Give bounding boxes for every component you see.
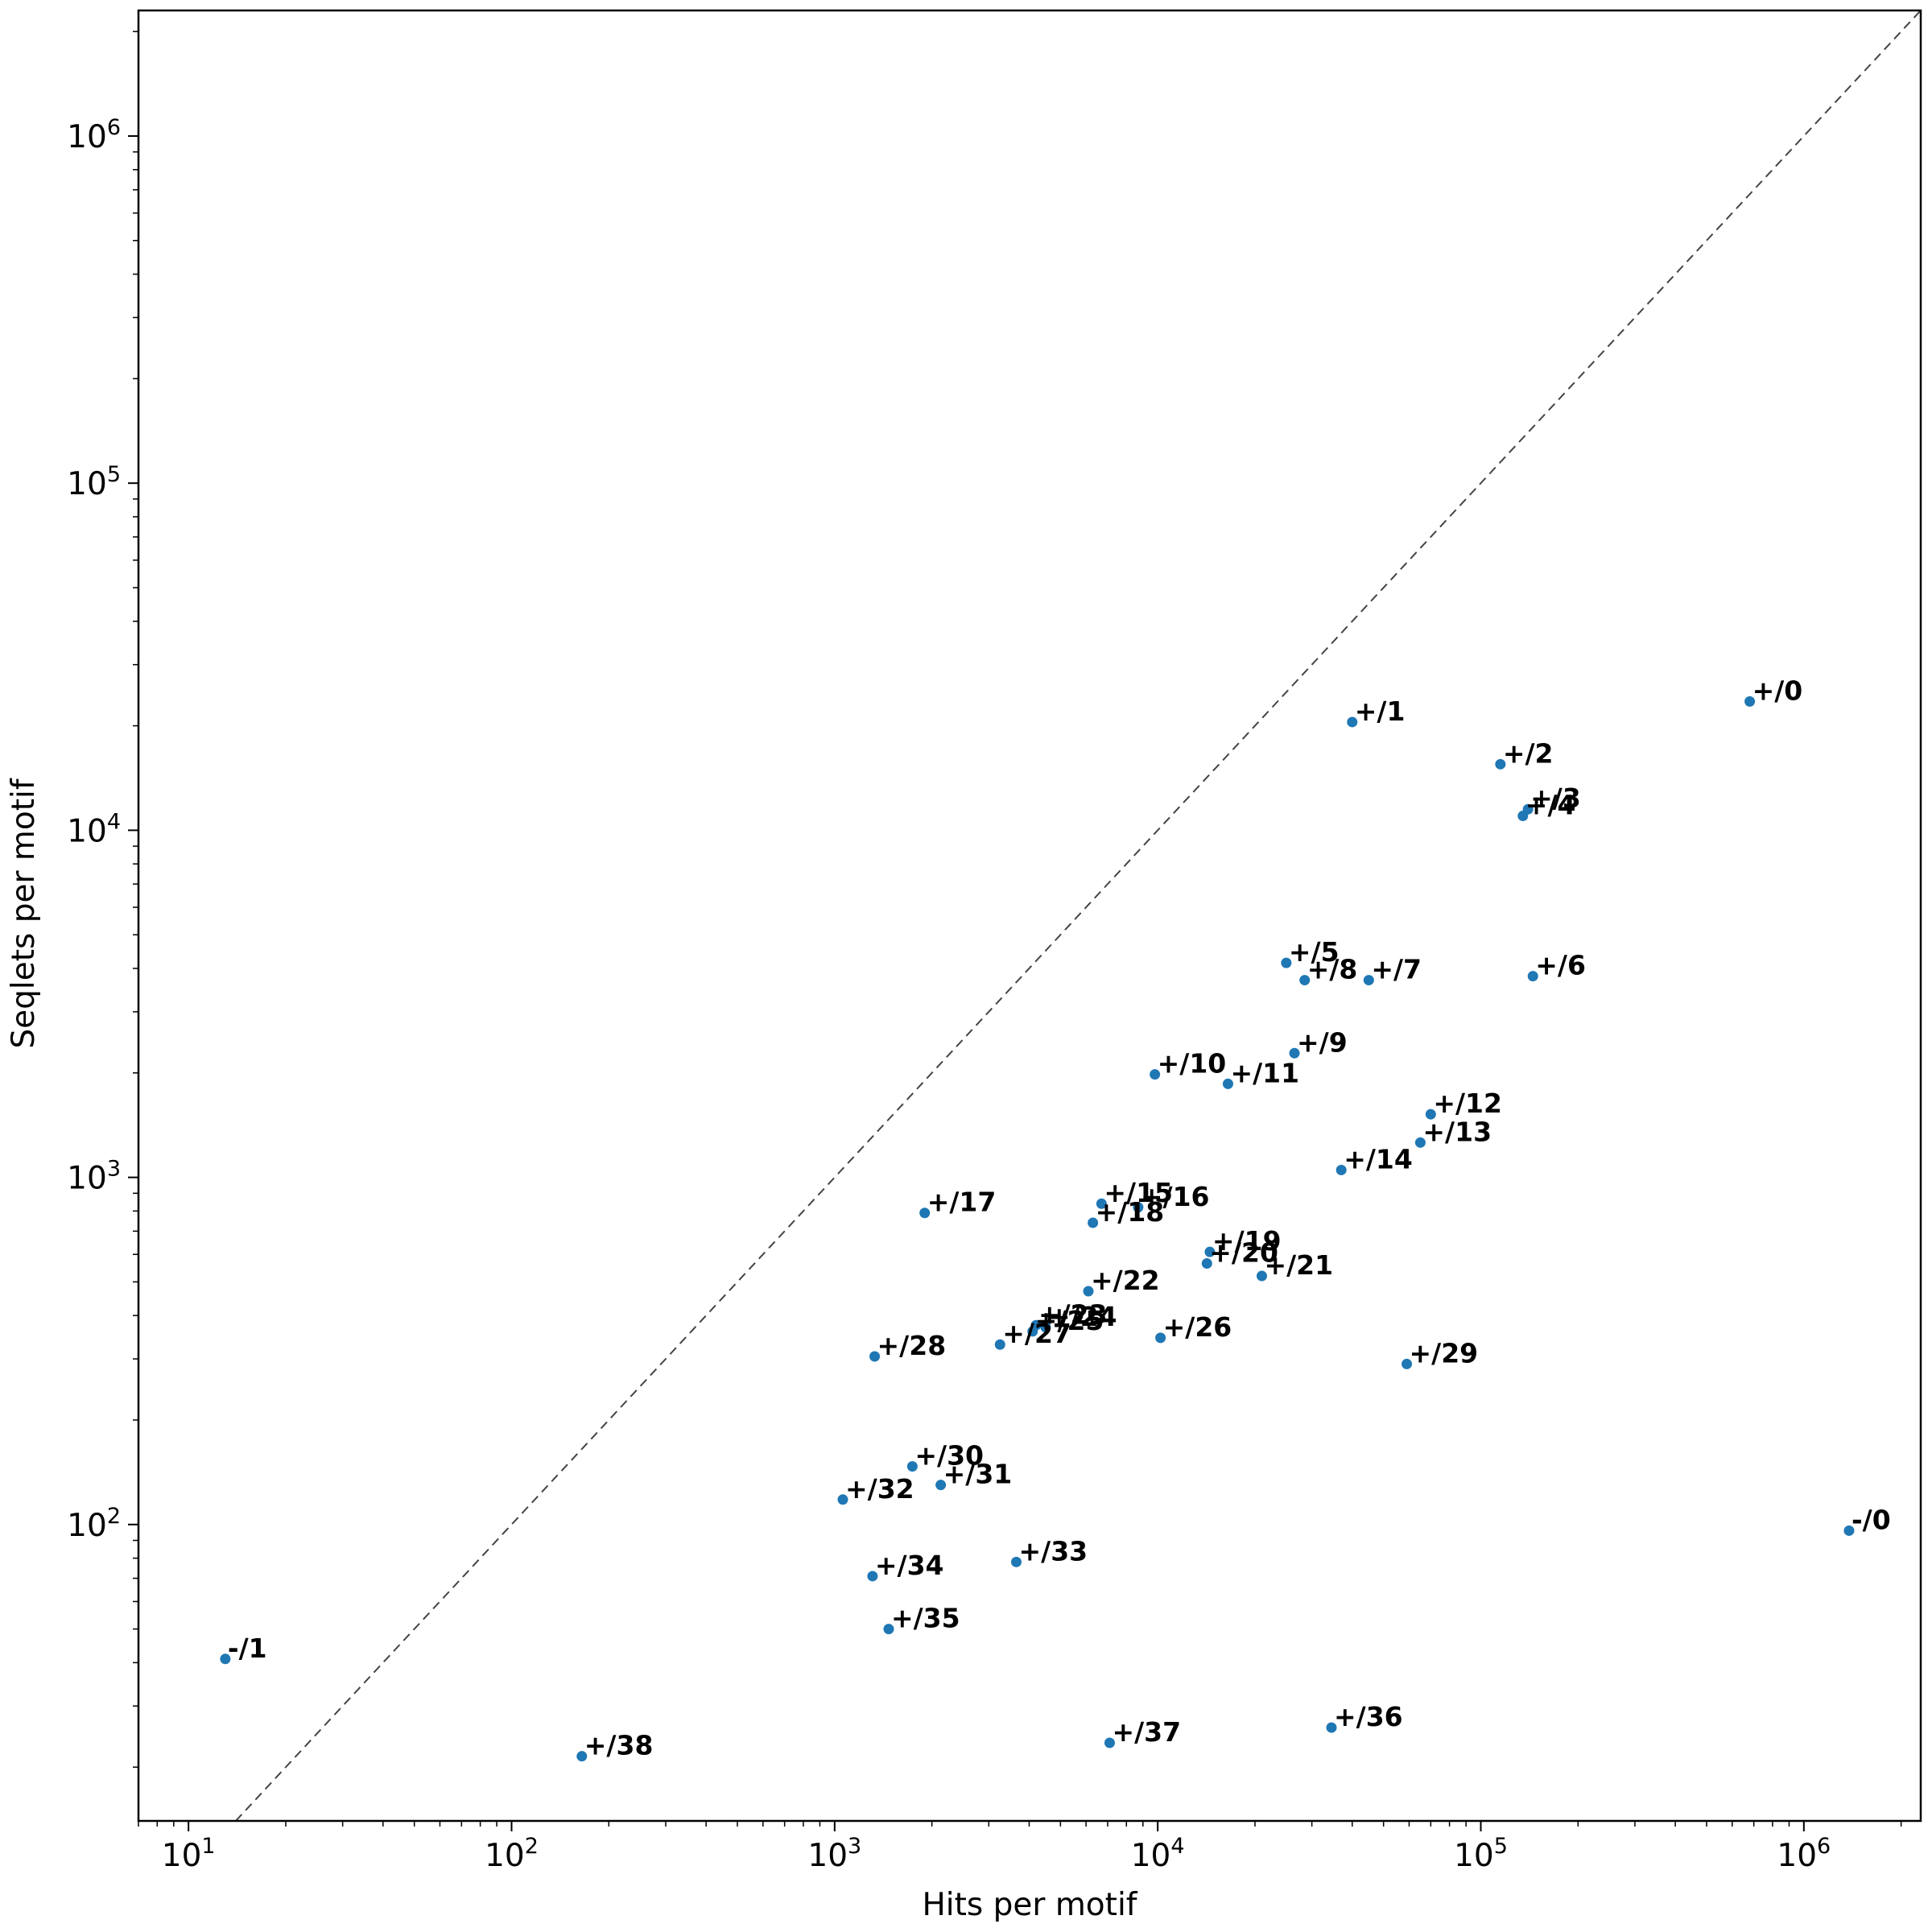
data-point [1027,1326,1038,1337]
data-point [1281,957,1292,968]
data-point-label: +/18 [1096,1196,1165,1228]
data-point [1363,975,1374,986]
y-axis-title: Seqlets per motif [6,778,42,1049]
data-point-label: +/1 [1355,696,1406,727]
data-point [919,1208,931,1219]
data-point [1495,758,1506,770]
data-point [220,1653,231,1665]
data-point [1133,1202,1144,1213]
data-point-label: +/30 [914,1440,984,1472]
data-point [1299,975,1311,986]
data-point-label: -/0 [1852,1504,1891,1535]
data-point-label: +/9 [1297,1026,1348,1058]
data-point-label: +/29 [1410,1337,1479,1368]
data-point [1527,971,1538,982]
data-point [837,1494,848,1505]
y-tick-label: 106 [67,115,121,155]
data-point [935,1480,947,1491]
x-tick-label: 104 [1131,1834,1185,1874]
data-point-label: +/11 [1230,1057,1299,1088]
x-axis-title: Hits per motif [922,1887,1137,1923]
x-tick-label: 103 [807,1834,861,1874]
data-point [1222,1078,1233,1089]
data-point-label: +/36 [1334,1701,1403,1732]
data-point-label: +/16 [1141,1181,1210,1212]
data-point-label: +/38 [584,1730,654,1761]
data-point-label: +/35 [891,1603,960,1634]
data-point-label: +/0 [1752,675,1803,706]
data-point [1517,811,1529,822]
reference-diagonal-line [235,10,1921,1821]
data-point-label: +/8 [1307,954,1358,985]
data-point [1040,1322,1051,1333]
data-point-label: +/28 [877,1330,947,1361]
data-point-label: +/37 [1112,1716,1181,1748]
data-point-label: +/31 [943,1459,1013,1490]
data-point [1326,1722,1337,1733]
data-point [1155,1332,1166,1344]
data-point-label: +/25 [1035,1305,1104,1336]
data-point [1096,1198,1107,1209]
data-point-label: +/26 [1163,1311,1232,1343]
x-tick-label: 102 [485,1834,539,1874]
data-point-label: +/4 [1525,790,1576,821]
data-point [869,1351,881,1362]
data-point [1104,1737,1115,1748]
data-point-label: +/10 [1158,1048,1227,1080]
data-point [1335,1164,1347,1175]
data-point [576,1751,588,1762]
data-point-label: +/33 [1018,1535,1088,1567]
data-point-label: +/34 [875,1550,944,1581]
x-axis-ticks: 101 102 103 104 105 106 [138,1821,1902,1874]
y-tick-label: 104 [67,809,121,849]
x-tick-label: 105 [1454,1834,1508,1874]
data-point [906,1461,918,1472]
data-point-label: +/22 [1091,1265,1160,1296]
y-axis-ticks: 102 103 104 105 106 [67,31,138,1768]
data-point-label: +/6 [1535,950,1586,981]
y-tick-label: 102 [67,1504,121,1544]
data-point [1347,716,1358,728]
data-point [1744,696,1756,707]
data-point-label: +/14 [1344,1143,1413,1174]
data-point-label: +/21 [1264,1249,1333,1281]
data-point [1289,1047,1300,1059]
data-point-label: +/19 [1212,1225,1282,1257]
plot-area: +/0 +/1 +/2 +/3+/4 +/5 +/6 +/7 +/8 +/9 +/10 +/11 +/… [137,9,1922,1823]
x-tick-label: 106 [1777,1834,1831,1874]
data-point-label: +/24 [1048,1301,1117,1332]
data-point [883,1624,894,1635]
data-point [994,1339,1005,1350]
data-point [1201,1258,1212,1269]
y-tick-label: 103 [67,1157,121,1197]
data-point [1088,1217,1099,1228]
data-point [1425,1108,1436,1120]
data-point-label: +/12 [1433,1088,1502,1119]
data-point-label: +/7 [1371,954,1422,985]
data-point [1256,1270,1267,1282]
data-point-label: +/17 [927,1187,997,1218]
data-point [1402,1358,1413,1369]
data-point-label: -/1 [228,1633,267,1664]
data-point [867,1571,878,1582]
data-point [1414,1137,1426,1148]
data-point [1010,1556,1022,1567]
data-point [1083,1286,1094,1297]
data-point-label: +/3 [1530,782,1581,814]
data-point [1204,1246,1216,1257]
data-point-label: +/32 [845,1473,914,1505]
data-point-label: +/27 [1002,1318,1071,1349]
data-point [1150,1069,1161,1080]
data-point [1843,1525,1855,1536]
data-point-label: +/5 [1289,936,1340,968]
data-point-label: +/2 [1503,737,1554,769]
x-tick-label: 101 [162,1834,216,1874]
data-point-label: +/20 [1209,1237,1278,1269]
y-tick-label: 105 [67,462,121,502]
data-point-label: +/13 [1422,1116,1492,1147]
